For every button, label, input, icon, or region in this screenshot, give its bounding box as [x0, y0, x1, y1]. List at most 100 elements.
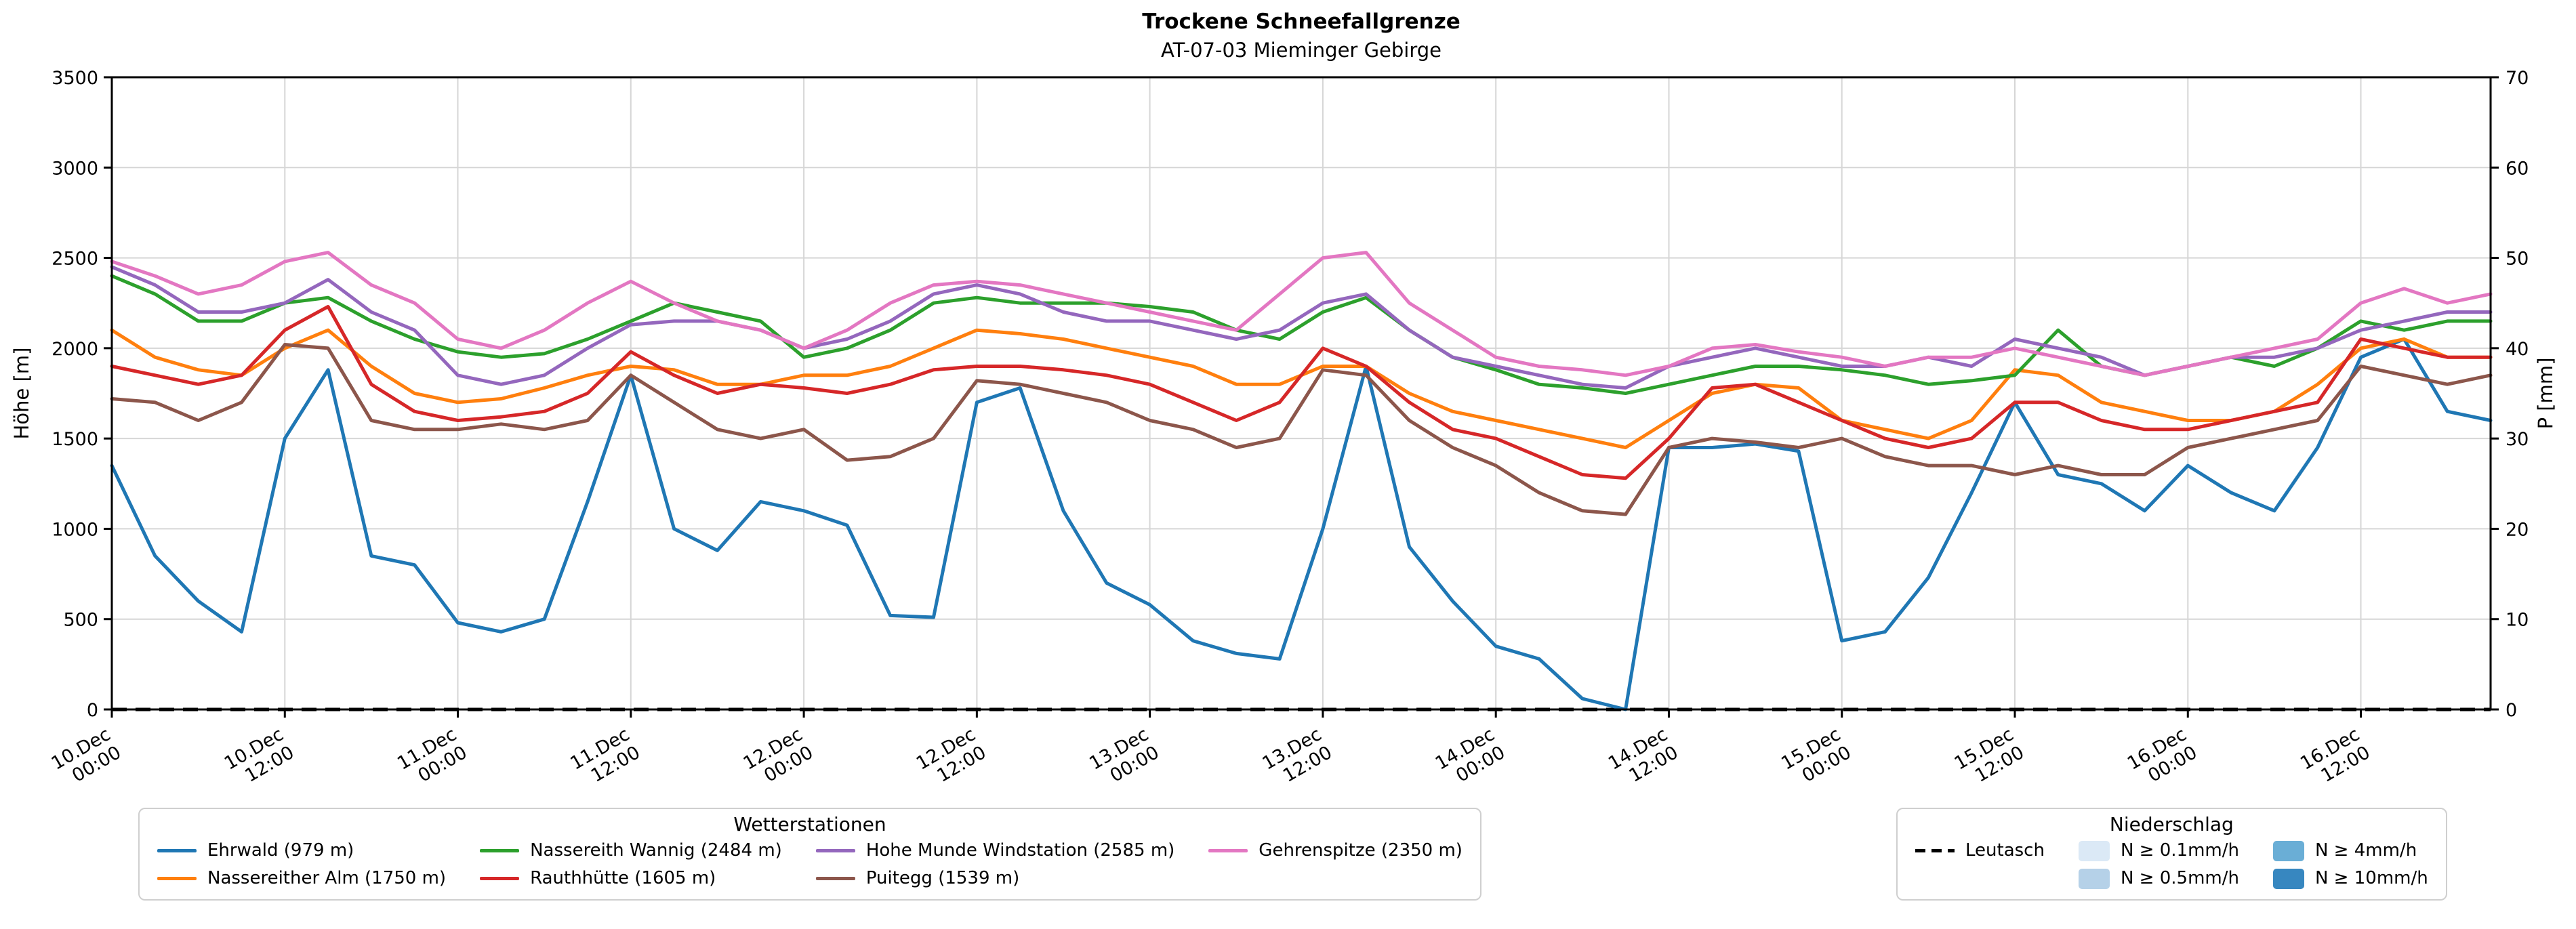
svg-text:15.Dec00:00: 15.Dec00:00 — [1778, 724, 1854, 792]
y-right-tick-label: 0 — [2506, 700, 2517, 721]
x-tick-label: 14.Dec12:00 — [1605, 724, 1681, 792]
x-tick-label: 15.Dec00:00 — [1778, 724, 1854, 792]
y-axis-right: 0 10 20 30 40 50 60 70 — [2491, 68, 2529, 721]
series-nassereith-wannig — [110, 274, 2493, 395]
x-tick-label: 14.Dec00:00 — [1432, 724, 1509, 792]
svg-text:12.Dec12:00: 12.Dec12:00 — [913, 724, 989, 792]
svg-text:10.Dec12:00: 10.Dec12:00 — [221, 724, 298, 792]
chart-title: Trockene Schneefallgrenze — [1142, 9, 1460, 34]
precip-patch-marker-n-10 — [2272, 868, 2304, 889]
legend-niederschlag: Niederschlag Leutasch N ≥ 0.1mm/h N ≥ 0.5m… — [1896, 808, 2447, 901]
legend-label: Rauthhütte (1605 m) — [530, 868, 716, 889]
y-right-tick-label: 70 — [2506, 68, 2529, 89]
svg-text:11.Dec00:00: 11.Dec00:00 — [394, 724, 470, 792]
y-left-tick-label: 3000 — [52, 158, 98, 179]
x-tick-label: 15.Dec12:00 — [1951, 724, 2028, 792]
y-left-tick-label: 2500 — [52, 249, 98, 270]
y-left-tick-label: 1000 — [52, 519, 98, 540]
y-left-tick-label: 2000 — [52, 339, 98, 360]
legend-label: Gehrenspitze (2350 m) — [1259, 840, 1463, 861]
plot-border — [110, 76, 2492, 711]
y-right-tick-label: 10 — [2506, 610, 2529, 631]
x-tick-label: 11.Dec12:00 — [567, 724, 643, 792]
legend-label: N ≥ 4mm/h — [2314, 840, 2417, 861]
svg-text:14.Dec00:00: 14.Dec00:00 — [1432, 724, 1509, 792]
y-axis-left: 0 500 1000 1500 2000 2500 3000 3500 — [52, 68, 112, 721]
legend-label: Puitegg (1539 m) — [865, 868, 1020, 889]
legend-item-gehrenspitze: Gehrenspitze (2350 m) — [1204, 837, 1467, 865]
legend-item-n-0-1: N ≥ 0.1mm/h — [2074, 837, 2243, 865]
svg-text:10.Dec00:00: 10.Dec00:00 — [48, 724, 125, 792]
series-ehrwald — [110, 337, 2493, 711]
legend-label: N ≥ 0.1mm/h — [2120, 840, 2239, 861]
y-right-tick-label: 60 — [2506, 158, 2529, 179]
legend-line-marker-gehrenspitze — [1208, 849, 1248, 853]
x-tick-label: 11.Dec00:00 — [394, 724, 470, 792]
legend-label: N ≥ 0.5mm/h — [2120, 868, 2239, 889]
x-tick-label: 16.Dec12:00 — [2297, 724, 2373, 792]
y-right-tick-label: 50 — [2506, 249, 2529, 270]
x-tick-label: 12.Dec12:00 — [913, 724, 989, 792]
series-hohe-munde — [110, 265, 2493, 390]
gridlines — [111, 77, 2491, 710]
svg-text:14.Dec12:00: 14.Dec12:00 — [1605, 724, 1681, 792]
y-left-tick-label: 500 — [63, 610, 98, 631]
x-tick-label: 10.Dec00:00 — [48, 724, 125, 792]
precip-patch-marker-n-4 — [2272, 840, 2304, 861]
legend-precip-grid: Leutasch N ≥ 0.1mm/h N ≥ 0.5mm/h N ≥ 4mm/h N… — [1911, 837, 2432, 892]
legend-stations-grid: Ehrwald (979 m) Nassereither Alm (1750 m)… — [153, 837, 1467, 892]
legend-label: Leutasch — [1965, 840, 2045, 861]
series-puitegg — [110, 343, 2493, 516]
precip-patch-marker-n-0-1 — [2078, 840, 2110, 861]
svg-text:16.Dec00:00: 16.Dec00:00 — [2124, 724, 2201, 792]
x-axis: 10.Dec00:00 10.Dec12:00 11.Dec00:00 11.Dec1… — [48, 709, 2374, 792]
x-tick-label: 10.Dec12:00 — [221, 724, 298, 792]
x-tick-label: 16.Dec00:00 — [2124, 724, 2201, 792]
legend-item-n-0-5: N ≥ 0.5mm/h — [2074, 865, 2243, 892]
legend-item-n-4: N ≥ 4mm/h — [2269, 837, 2432, 865]
legend-item-rauthhuette: Rauthhütte (1605 m) — [476, 865, 786, 892]
series-rauthhuette — [110, 305, 2493, 480]
legend-line-marker-hohe-munde — [815, 849, 855, 853]
x-tick-label: 13.Dec00:00 — [1086, 724, 1162, 792]
y-right-tick-label: 40 — [2506, 339, 2529, 360]
y-left-tick-label: 0 — [87, 700, 98, 721]
dashed-line-marker — [1915, 849, 1955, 853]
legend-label: Ehrwald (979 m) — [207, 840, 354, 861]
legend-line-marker-puitegg — [815, 877, 855, 881]
y-axis-left-label: Höhe [m] — [10, 348, 33, 440]
legend-label: Hohe Munde Windstation (2585 m) — [865, 840, 1175, 861]
svg-text:13.Dec00:00: 13.Dec00:00 — [1086, 724, 1162, 792]
svg-text:11.Dec12:00: 11.Dec12:00 — [567, 724, 643, 792]
svg-text:15.Dec12:00: 15.Dec12:00 — [1951, 724, 2028, 792]
legend-item-ehrwald: Ehrwald (979 m) — [153, 837, 450, 865]
legend-line-marker-nassereither-alm — [157, 877, 197, 881]
legend-label: Nassereith Wannig (2484 m) — [530, 840, 782, 861]
legend-label: Nassereither Alm (1750 m) — [207, 868, 447, 889]
y-left-tick-label: 3500 — [52, 68, 98, 89]
legend-stations-title: Wetterstationen — [733, 813, 886, 835]
legend-line-marker-rauthhuette — [480, 877, 520, 881]
y-right-tick-label: 20 — [2506, 519, 2529, 540]
svg-text:13.Dec12:00: 13.Dec12:00 — [1259, 724, 1335, 792]
y-left-tick-label: 1500 — [52, 429, 98, 450]
y-right-tick-label: 30 — [2506, 429, 2529, 450]
legend-line-marker-ehrwald — [157, 849, 197, 853]
y-axis-right-label: P [mm] — [2534, 358, 2557, 430]
legend-wetterstationen: Wetterstationen Ehrwald (979 m) Nassereit… — [138, 808, 1481, 901]
svg-text:16.Dec12:00: 16.Dec12:00 — [2297, 724, 2373, 792]
legend-line-marker-nassereith-wannig — [480, 849, 520, 853]
legend-item-nassereith-wannig: Nassereith Wannig (2484 m) — [476, 837, 786, 865]
chart-subtitle: AT-07-03 Mieminger Gebirge — [1160, 39, 1442, 62]
legend-item-puitegg: Puitegg (1539 m) — [812, 865, 1179, 892]
legend-item-hohe-munde: Hohe Munde Windstation (2585 m) — [812, 837, 1179, 865]
x-tick-label: 12.Dec00:00 — [740, 724, 817, 792]
x-tick-label: 13.Dec12:00 — [1259, 724, 1335, 792]
svg-text:12.Dec00:00: 12.Dec00:00 — [740, 724, 817, 792]
legend-item-nassereither-alm: Nassereither Alm (1750 m) — [153, 865, 450, 892]
precip-patch-marker-n-0-5 — [2078, 868, 2110, 889]
legend-item-leutasch: Leutasch — [1911, 837, 2049, 865]
series-gehrenspitze — [110, 251, 2493, 377]
